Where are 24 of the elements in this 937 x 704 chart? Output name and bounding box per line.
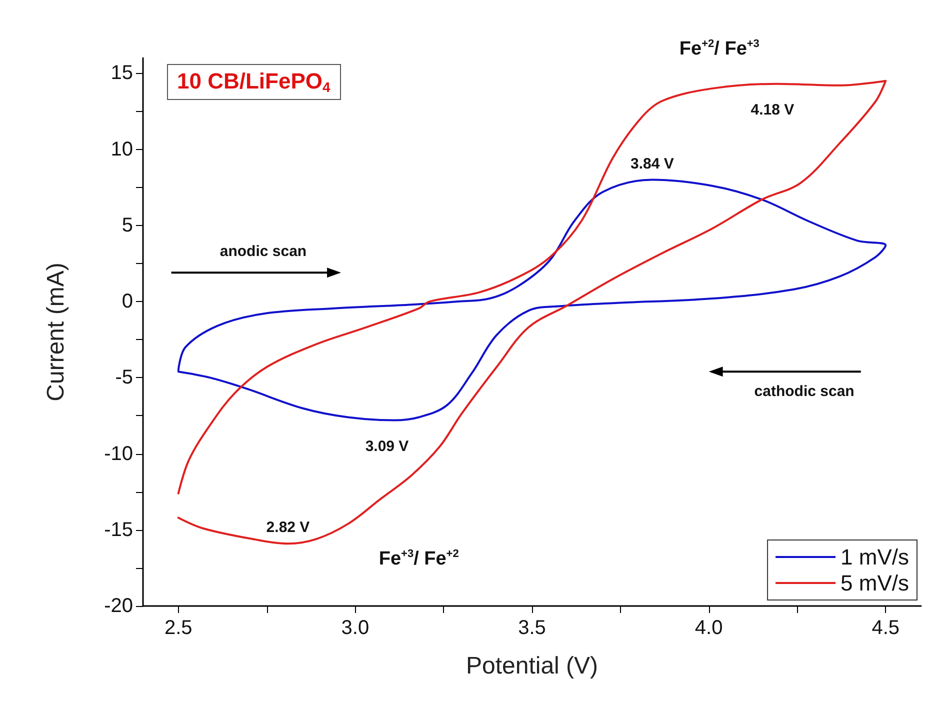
- x-tick-label: 3.5: [518, 617, 546, 639]
- x-tick-label: 4.5: [872, 617, 900, 639]
- annotation: anodic scan: [220, 242, 307, 260]
- x-tick-label: 2.5: [164, 617, 192, 639]
- y-tick-label: 10: [110, 138, 133, 160]
- annotation: 2.82 V: [266, 519, 310, 536]
- y-tick-label: -5: [115, 366, 133, 389]
- annotation: 3.84 V: [630, 155, 674, 172]
- x-axis-title: Potential (V): [466, 652, 598, 680]
- line-series: [177, 178, 887, 422]
- annotation: 4.18 V: [750, 101, 794, 118]
- x-tick-label: 3.0: [341, 617, 370, 639]
- annotation: cathodic scan: [754, 382, 854, 400]
- y-tick-label: -10: [104, 442, 133, 465]
- legend-label: 5 mV/s: [840, 570, 910, 596]
- y-tick-label: 5: [122, 214, 133, 236]
- legend-label: 1 mV/s: [840, 544, 910, 570]
- annotation: 3.09 V: [365, 438, 409, 455]
- x-tick-label: 4.0: [694, 617, 723, 639]
- y-tick-label: -15: [104, 518, 133, 541]
- y-tick-label: 15: [110, 62, 133, 84]
- y-tick-label: -20: [104, 595, 133, 617]
- y-axis-title: Current (mA): [42, 262, 70, 402]
- y-tick-label: 0: [122, 290, 133, 313]
